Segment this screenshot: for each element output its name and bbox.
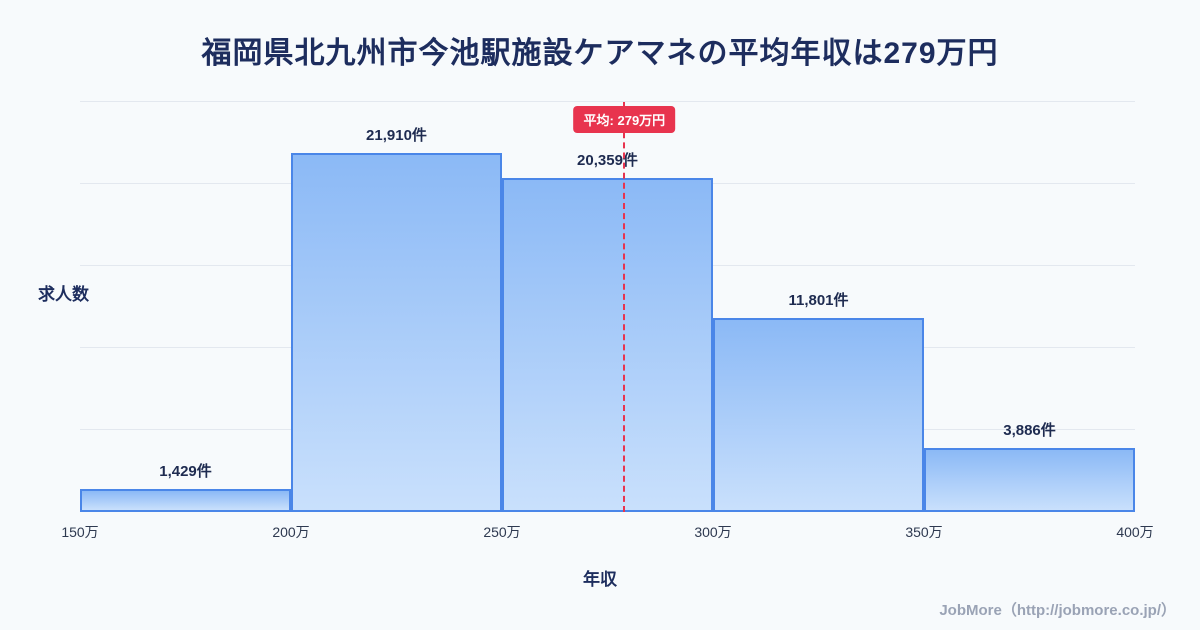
- x-tick-label: 250万: [483, 524, 521, 540]
- bar: [80, 488, 291, 512]
- x-tick-label: 350万: [905, 524, 943, 540]
- average-badge: 平均: 279万円: [573, 106, 676, 133]
- bar: [502, 178, 713, 512]
- bar: [924, 448, 1135, 512]
- bar-value-label: 11,801件: [788, 292, 849, 310]
- bar-value-label: 3,886件: [1003, 422, 1056, 440]
- bar-value-label: 1,429件: [159, 462, 212, 480]
- footer-credit: JobMore（http://jobmore.co.jp/）: [939, 602, 1176, 619]
- bar-value-label: 20,359件: [577, 152, 638, 170]
- x-tick-label: 300万: [694, 524, 732, 540]
- x-tick-label: 400万: [1116, 524, 1154, 540]
- x-tick-label: 150万: [61, 524, 99, 540]
- plot-area: 平均: 279万円 1,429件 21,910件 20,359件 11,801件 3,8…: [61, 101, 1154, 540]
- bar: [291, 152, 502, 512]
- chart-title: 福岡県北九州市今池駅施設ケアマネの平均年収は279万円: [201, 37, 999, 70]
- average-line: [623, 102, 626, 512]
- gridline: [80, 101, 1135, 102]
- y-axis-label: 求人数: [38, 285, 89, 304]
- x-axis-label: 年収: [583, 570, 617, 589]
- x-tick-label: 200万: [272, 524, 310, 540]
- bar-value-label: 21,910件: [366, 126, 427, 144]
- bar: [713, 318, 924, 512]
